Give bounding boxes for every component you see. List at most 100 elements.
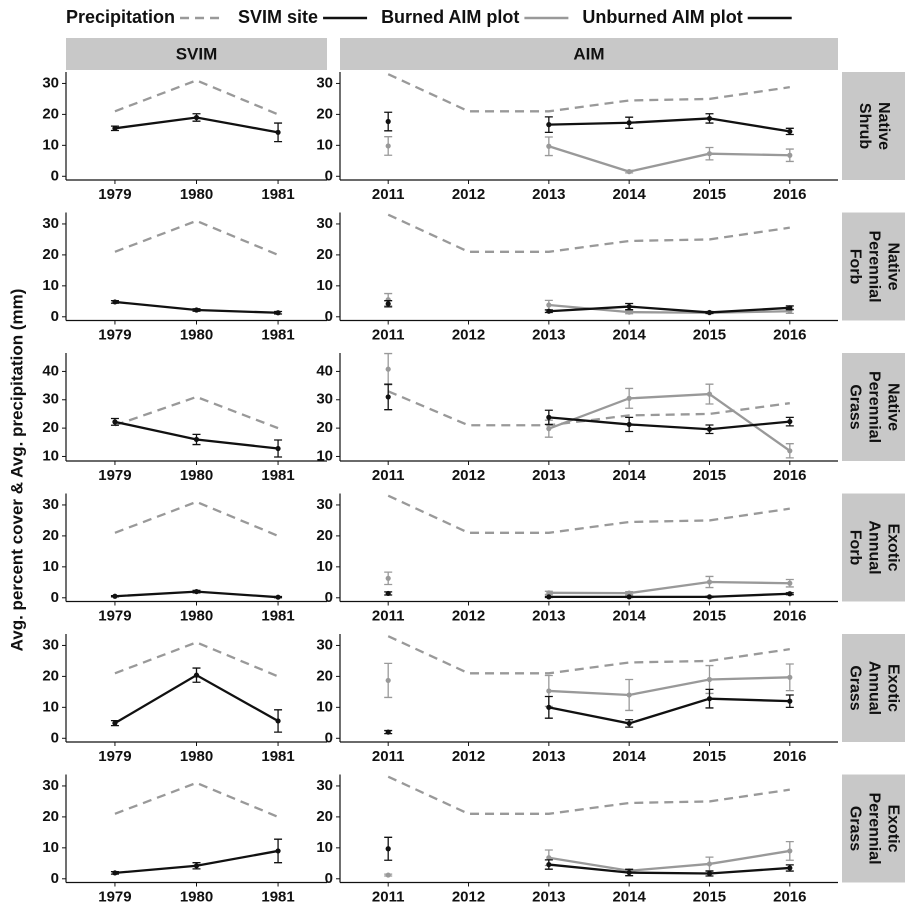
y-tick-label: 20 xyxy=(316,419,333,436)
y-tick-label: 30 xyxy=(316,777,333,794)
data-point xyxy=(546,308,552,314)
x-tick-label: 2011 xyxy=(372,467,405,484)
row-strip-label: Native xyxy=(884,242,901,290)
y-tick-label: 30 xyxy=(316,496,333,513)
y-tick-label: 20 xyxy=(42,246,59,263)
burned-line xyxy=(548,392,791,452)
data-point xyxy=(385,118,391,125)
x-tick-label: 1980 xyxy=(180,186,213,203)
data-point xyxy=(787,418,793,425)
x-tick-label: 1981 xyxy=(261,607,294,624)
svim-line xyxy=(114,849,279,875)
x-tick-label: 1980 xyxy=(180,888,213,905)
x-tick-label: 2011 xyxy=(372,186,405,203)
x-tick-label: 1981 xyxy=(261,467,294,484)
data-point xyxy=(112,720,118,726)
precipitation-line xyxy=(387,73,790,113)
x-tick-label: 2011 xyxy=(372,607,405,624)
x-tick-label: 2011 xyxy=(372,748,405,765)
x-tick-label: 1980 xyxy=(180,748,213,765)
data-point xyxy=(626,395,632,401)
data-point xyxy=(706,151,713,157)
data-point xyxy=(546,594,552,600)
legend-label: SVIM site xyxy=(238,7,318,27)
data-point xyxy=(546,861,552,868)
y-tick-label: 40 xyxy=(316,362,333,379)
y-tick-label: 10 xyxy=(42,698,59,715)
data-point xyxy=(275,594,281,600)
row-strip xyxy=(842,493,905,602)
x-tick-label: 2014 xyxy=(612,467,646,484)
data-point xyxy=(275,310,281,316)
data-point xyxy=(787,698,793,704)
burned-line xyxy=(548,849,790,872)
data-point xyxy=(112,299,118,305)
precipitation-line xyxy=(387,494,790,534)
x-tick-label: 2014 xyxy=(612,888,646,905)
data-point xyxy=(706,870,713,877)
y-tick-label: 10 xyxy=(316,447,333,464)
x-tick-label: 2014 xyxy=(612,607,646,624)
x-tick-label: 2011 xyxy=(372,888,405,905)
x-tick-label: 2016 xyxy=(773,888,806,905)
x-tick-label: 2014 xyxy=(612,186,646,203)
precipitation-line xyxy=(387,213,790,253)
x-tick-label: 2013 xyxy=(532,186,565,203)
row-strip-label: Forb xyxy=(846,249,863,285)
x-tick-label: 2014 xyxy=(612,326,646,343)
y-tick-label: 10 xyxy=(316,839,333,856)
data-point xyxy=(546,426,552,432)
burned-line xyxy=(548,676,790,697)
row-strip-label: Perennial xyxy=(865,371,882,443)
precipitation-line xyxy=(387,775,790,815)
data-point xyxy=(275,848,281,854)
row-strip-label: Annual xyxy=(865,661,882,715)
x-tick-label: 2013 xyxy=(532,888,565,905)
data-point xyxy=(385,575,391,581)
data-point xyxy=(275,718,281,724)
data-point xyxy=(787,152,793,158)
y-tick-label: 30 xyxy=(42,215,59,232)
data-point xyxy=(385,677,391,684)
y-tick-label: 0 xyxy=(51,308,59,325)
data-point xyxy=(385,590,391,597)
data-point xyxy=(626,421,632,428)
y-tick-label: 10 xyxy=(42,277,59,294)
unburned-line xyxy=(548,697,790,725)
data-point xyxy=(546,414,552,420)
y-tick-label: 30 xyxy=(316,391,333,408)
data-point xyxy=(546,704,552,710)
column-strip-label: AIM xyxy=(573,44,604,63)
data-point xyxy=(706,426,713,432)
data-point xyxy=(626,594,632,600)
y-tick-label: 30 xyxy=(316,636,333,653)
data-point xyxy=(626,720,632,727)
y-tick-label: 0 xyxy=(51,589,59,606)
data-point xyxy=(706,676,713,683)
x-tick-label: 2012 xyxy=(452,467,485,484)
precipitation-line xyxy=(387,635,790,675)
x-tick-label: 1981 xyxy=(261,888,294,905)
data-point xyxy=(112,125,118,131)
legend-label: Burned AIM plot xyxy=(381,7,519,27)
x-tick-label: 1979 xyxy=(98,748,131,765)
column-strip xyxy=(340,38,838,70)
precipitation-line xyxy=(114,395,279,430)
y-tick-label: 0 xyxy=(51,167,59,184)
column-strip-label: SVIM xyxy=(176,44,218,63)
data-point xyxy=(626,692,632,698)
data-point xyxy=(546,855,552,861)
y-tick-label: 30 xyxy=(42,391,59,408)
y-tick-label: 10 xyxy=(316,558,333,575)
row-strip xyxy=(842,72,905,180)
x-tick-label: 2012 xyxy=(452,607,485,624)
data-point xyxy=(626,303,632,310)
y-tick-label: 20 xyxy=(316,667,333,684)
legend-label: Precipitation xyxy=(66,7,175,27)
x-tick-label: 1979 xyxy=(98,607,131,624)
data-point xyxy=(626,590,632,596)
y-axis-title: Avg. percent cover & Avg. precipitation … xyxy=(7,289,26,652)
x-tick-label: 1981 xyxy=(261,186,294,203)
y-tick-label: 20 xyxy=(42,808,59,825)
x-tick-label: 2012 xyxy=(452,888,485,905)
